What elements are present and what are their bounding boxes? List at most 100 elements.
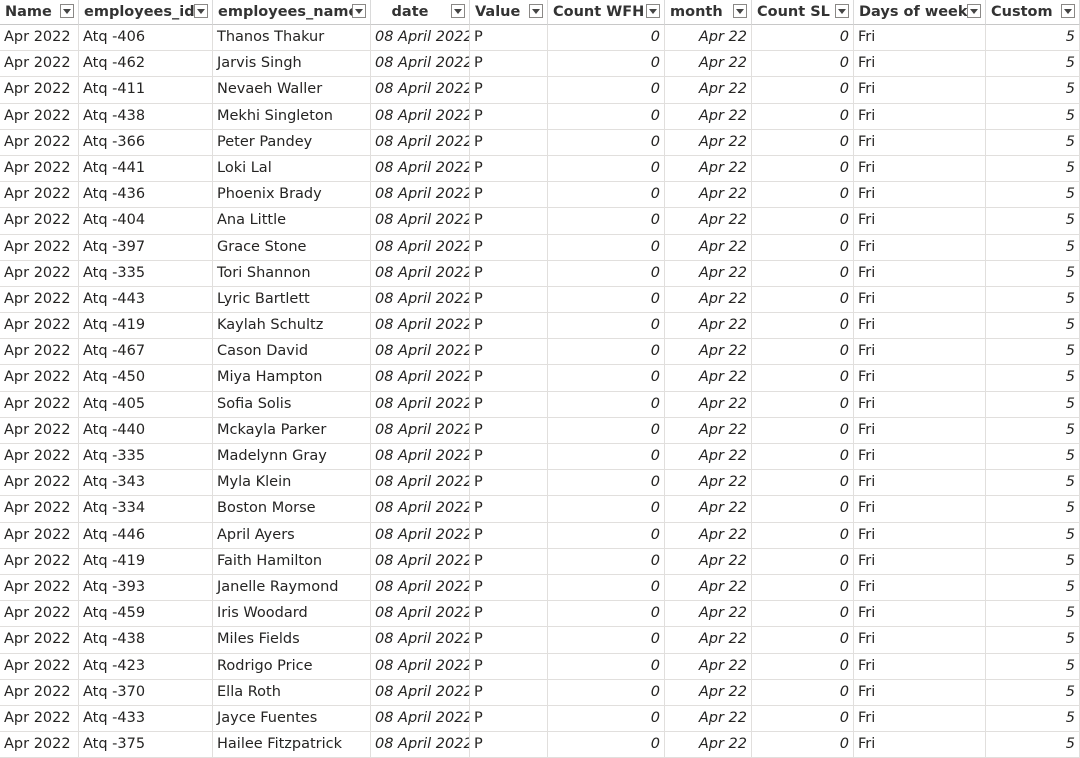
column-header[interactable]: Count SL — [752, 0, 854, 25]
table-cell[interactable]: 5 — [986, 627, 1080, 654]
table-cell[interactable]: 08 April 2022 — [371, 732, 470, 758]
table-cell[interactable]: Cason David — [213, 339, 371, 366]
table-cell[interactable]: Apr 22 — [665, 627, 752, 654]
table-cell[interactable]: P — [470, 705, 548, 733]
table-cell[interactable]: Atq -443 — [79, 286, 213, 314]
filter-dropdown-icon[interactable] — [352, 4, 366, 18]
table-cell[interactable]: Atq -405 — [79, 391, 213, 418]
table-cell[interactable]: Atq -335 — [79, 444, 213, 471]
table-cell[interactable]: Fri — [854, 391, 986, 418]
table-cell[interactable]: Atq -366 — [79, 129, 213, 156]
table-cell[interactable]: Miles Fields — [213, 627, 371, 654]
table-cell[interactable]: Apr 22 — [665, 548, 752, 575]
table-cell[interactable]: Apr 22 — [665, 155, 752, 183]
table-cell[interactable]: 0 — [548, 51, 665, 78]
table-cell[interactable]: Apr 2022 — [0, 417, 79, 444]
table-cell[interactable]: Fri — [854, 25, 986, 52]
table-cell[interactable]: 0 — [548, 679, 665, 706]
table-cell[interactable]: Atq -446 — [79, 522, 213, 549]
table-cell[interactable]: Apr 22 — [665, 496, 752, 523]
table-cell[interactable]: Atq -419 — [79, 313, 213, 340]
table-cell[interactable]: Fri — [854, 732, 986, 758]
table-cell[interactable]: Hailee Fitzpatrick — [213, 732, 371, 758]
table-cell[interactable]: Phoenix Brady — [213, 182, 371, 209]
table-cell[interactable]: 0 — [752, 339, 854, 366]
table-cell[interactable]: 0 — [548, 653, 665, 680]
table-cell[interactable]: P — [470, 234, 548, 261]
table-cell[interactable]: P — [470, 679, 548, 706]
table-cell[interactable]: Fri — [854, 470, 986, 497]
table-cell[interactable]: 0 — [752, 627, 854, 654]
table-cell[interactable]: Atq -397 — [79, 234, 213, 261]
table-cell[interactable]: 0 — [752, 417, 854, 444]
table-cell[interactable]: Fri — [854, 365, 986, 392]
table-cell[interactable]: 5 — [986, 129, 1080, 156]
table-cell[interactable]: 08 April 2022 — [371, 444, 470, 471]
table-cell[interactable]: Apr 2022 — [0, 155, 79, 183]
table-cell[interactable]: 0 — [752, 129, 854, 156]
table-cell[interactable]: P — [470, 286, 548, 314]
table-cell[interactable]: 0 — [752, 260, 854, 287]
table-cell[interactable]: Atq -433 — [79, 705, 213, 733]
table-cell[interactable]: 5 — [986, 155, 1080, 183]
table-cell[interactable]: P — [470, 470, 548, 497]
table-cell[interactable]: Apr 22 — [665, 601, 752, 628]
table-cell[interactable]: Fri — [854, 574, 986, 602]
table-cell[interactable]: Apr 2022 — [0, 601, 79, 628]
table-cell[interactable]: P — [470, 574, 548, 602]
table-cell[interactable]: 0 — [752, 705, 854, 733]
table-cell[interactable]: Atq -459 — [79, 601, 213, 628]
table-cell[interactable]: 5 — [986, 391, 1080, 418]
table-cell[interactable]: Sofia Solis — [213, 391, 371, 418]
filter-dropdown-icon[interactable] — [1061, 4, 1075, 18]
table-cell[interactable]: Lyric Bartlett — [213, 286, 371, 314]
column-header[interactable]: Value — [470, 0, 548, 25]
table-cell[interactable]: 0 — [752, 653, 854, 680]
table-cell[interactable]: 5 — [986, 574, 1080, 602]
table-cell[interactable]: Apr 22 — [665, 286, 752, 314]
filter-dropdown-icon[interactable] — [835, 4, 849, 18]
table-cell[interactable]: P — [470, 155, 548, 183]
table-cell[interactable]: Apr 2022 — [0, 522, 79, 549]
table-cell[interactable]: Apr 2022 — [0, 732, 79, 758]
column-header[interactable]: Count WFH — [548, 0, 665, 25]
table-cell[interactable]: Fri — [854, 496, 986, 523]
table-cell[interactable]: Fri — [854, 77, 986, 104]
table-cell[interactable]: 5 — [986, 496, 1080, 523]
table-cell[interactable]: 08 April 2022 — [371, 339, 470, 366]
filter-dropdown-icon[interactable] — [451, 4, 465, 18]
table-cell[interactable]: Mekhi Singleton — [213, 103, 371, 130]
table-cell[interactable]: Jarvis Singh — [213, 51, 371, 78]
table-cell[interactable]: 08 April 2022 — [371, 182, 470, 209]
table-cell[interactable]: 0 — [752, 391, 854, 418]
table-cell[interactable]: 5 — [986, 313, 1080, 340]
table-cell[interactable]: P — [470, 182, 548, 209]
table-cell[interactable]: Boston Morse — [213, 496, 371, 523]
table-cell[interactable]: P — [470, 391, 548, 418]
table-cell[interactable]: Tori Shannon — [213, 260, 371, 287]
column-header[interactable]: Custom — [986, 0, 1080, 25]
table-cell[interactable]: Apr 2022 — [0, 129, 79, 156]
table-cell[interactable]: Apr 22 — [665, 365, 752, 392]
table-cell[interactable]: Fri — [854, 129, 986, 156]
filter-dropdown-icon[interactable] — [194, 4, 208, 18]
table-cell[interactable]: Apr 22 — [665, 77, 752, 104]
table-cell[interactable]: 08 April 2022 — [371, 391, 470, 418]
table-cell[interactable]: 0 — [548, 103, 665, 130]
table-cell[interactable]: Myla Klein — [213, 470, 371, 497]
table-cell[interactable]: P — [470, 496, 548, 523]
table-cell[interactable]: 5 — [986, 732, 1080, 758]
table-cell[interactable]: P — [470, 444, 548, 471]
table-cell[interactable]: P — [470, 51, 548, 78]
table-cell[interactable]: 5 — [986, 103, 1080, 130]
table-cell[interactable]: P — [470, 365, 548, 392]
table-cell[interactable]: P — [470, 103, 548, 130]
table-cell[interactable]: 0 — [752, 25, 854, 52]
table-cell[interactable]: Ella Roth — [213, 679, 371, 706]
table-cell[interactable]: Apr 22 — [665, 522, 752, 549]
table-cell[interactable]: Fri — [854, 417, 986, 444]
table-cell[interactable]: 5 — [986, 679, 1080, 706]
table-cell[interactable]: Apr 2022 — [0, 208, 79, 235]
table-cell[interactable]: Atq -393 — [79, 574, 213, 602]
table-cell[interactable]: 08 April 2022 — [371, 103, 470, 130]
